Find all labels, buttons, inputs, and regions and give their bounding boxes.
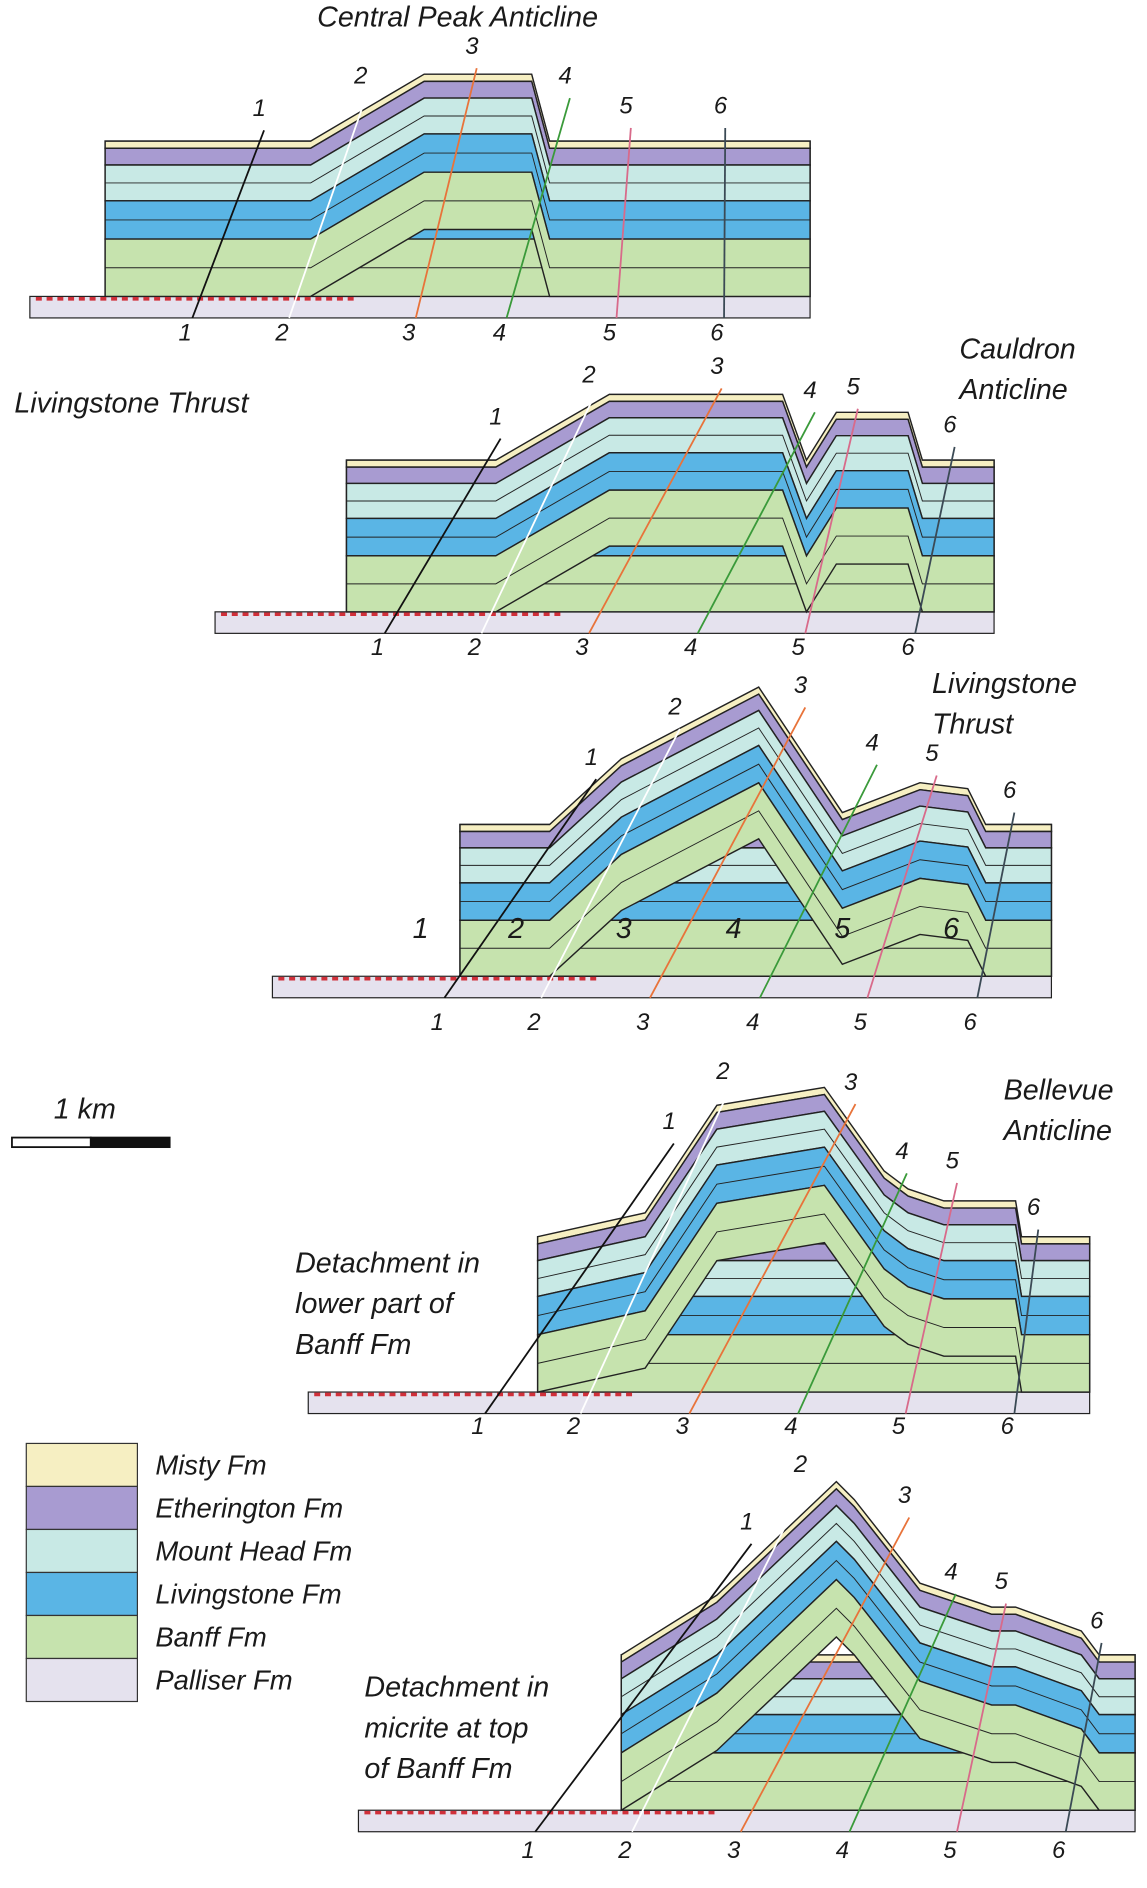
pin-label: 3 — [727, 1837, 741, 1864]
pin-label: 4 — [784, 1413, 797, 1440]
pin-label: 5 — [925, 740, 939, 767]
pin-label: 1 — [521, 1837, 534, 1864]
annotation: Detachment in — [295, 1248, 480, 1280]
section-title: Thrust — [932, 709, 1014, 741]
pin-label: 6 — [964, 1009, 978, 1036]
annotation: Banff Fm — [295, 1329, 411, 1361]
pin-label: 5 — [791, 634, 805, 661]
legend-swatch — [26, 1658, 137, 1701]
pin-label: 4 — [895, 1138, 908, 1165]
pin-label: 2 — [507, 913, 524, 945]
pin-label: 6 — [1052, 1837, 1066, 1864]
pin-label: 1 — [431, 1009, 444, 1036]
pin-label: 4 — [558, 63, 571, 90]
legend-label: Etherington Fm — [155, 1493, 343, 1524]
pin-label: 3 — [575, 634, 589, 661]
annotation: lower part of — [295, 1288, 456, 1320]
pin-label: 4 — [944, 1559, 957, 1586]
pin-label: 6 — [1027, 1194, 1041, 1221]
pin-label: 2 — [667, 694, 681, 721]
pin-label: 4 — [803, 377, 816, 404]
pin-label: 1 — [740, 1508, 753, 1535]
pin-label: 3 — [402, 320, 416, 347]
annotation: of Banff Fm — [364, 1753, 512, 1785]
figure: 1 1 2 2 3 3 4 4 5 5 6 6 Central Peak Anticline 1 1 2 2 3 3… — [0, 0, 1147, 1888]
legend-label: Mount Head Fm — [155, 1536, 352, 1567]
pin-label: 3 — [710, 353, 724, 380]
pin-label: 3 — [616, 913, 632, 945]
pin-label: 6 — [714, 93, 728, 120]
pin-label: 5 — [995, 1568, 1009, 1595]
section-title: Central Peak Anticline — [317, 1, 598, 33]
pin-label: 5 — [603, 320, 617, 347]
pin-line — [724, 128, 725, 318]
pin-label: 2 — [581, 361, 595, 388]
pin-label: 2 — [617, 1837, 631, 1864]
annotation: Detachment in — [364, 1672, 549, 1704]
pin-label: 3 — [844, 1069, 858, 1096]
scale-bar-black — [91, 1138, 170, 1148]
pin-label: 4 — [746, 1009, 759, 1036]
pin-label: 1 — [371, 634, 384, 661]
legend-swatch — [26, 1572, 137, 1615]
section-title: Bellevue — [1004, 1074, 1114, 1106]
pin-label: 1 — [489, 403, 502, 430]
pin-label: 1 — [585, 744, 598, 771]
pin-label: 4 — [493, 320, 506, 347]
pin-label: 2 — [526, 1009, 540, 1036]
pin-label: 4 — [836, 1837, 849, 1864]
pin-label: 2 — [715, 1058, 729, 1085]
pin-label: 3 — [794, 672, 808, 699]
pin-label: 5 — [834, 913, 850, 945]
section-label: Livingstone Thrust — [14, 387, 249, 419]
legend-swatch — [26, 1529, 137, 1572]
pin-label: 3 — [636, 1009, 650, 1036]
annotation: micrite at top — [364, 1712, 528, 1744]
pin-label: 6 — [710, 320, 724, 347]
pin-label: 3 — [676, 1413, 690, 1440]
scale-bar-white — [12, 1138, 91, 1148]
pin-label: 2 — [467, 634, 481, 661]
pin-label: 6 — [943, 913, 959, 945]
pin-label: 2 — [566, 1413, 580, 1440]
pin-label: 5 — [892, 1413, 906, 1440]
pin-label: 5 — [854, 1009, 868, 1036]
section-title: Anticline — [1002, 1115, 1112, 1147]
pin-label: 4 — [684, 634, 697, 661]
legend-swatch — [26, 1443, 137, 1486]
pin-label: 1 — [471, 1413, 484, 1440]
pin-label: 6 — [1090, 1608, 1104, 1635]
pin-label: 4 — [866, 729, 879, 756]
pin-label: 1 — [253, 95, 266, 122]
legend-label: Misty Fm — [155, 1449, 266, 1480]
pin-label: 2 — [274, 320, 288, 347]
section-title: Livingstone — [932, 668, 1077, 700]
pin-label: 5 — [943, 1837, 957, 1864]
pin-label: 1 — [179, 320, 192, 347]
section-title: Cauldron — [959, 334, 1075, 366]
legend-swatch — [26, 1615, 137, 1658]
pin-label: 2 — [353, 63, 367, 90]
legend-label: Palliser Fm — [155, 1665, 292, 1696]
pin-label: 6 — [1001, 1413, 1015, 1440]
pin-label: 6 — [1003, 777, 1017, 804]
pin-label: 4 — [726, 913, 742, 945]
pin-label: 1 — [662, 1108, 675, 1135]
pin-label: 5 — [946, 1148, 960, 1175]
pin-label: 3 — [898, 1482, 912, 1509]
legend-swatch — [26, 1486, 137, 1529]
legend-label: Banff Fm — [155, 1622, 266, 1653]
pin-label: 2 — [793, 1451, 807, 1478]
section-title: Anticline — [957, 374, 1067, 406]
pin-label: 5 — [846, 373, 860, 400]
pin-label: 1 — [413, 913, 429, 945]
pin-label: 3 — [465, 33, 479, 60]
pin-label: 6 — [943, 412, 957, 439]
pin-label: 6 — [901, 634, 915, 661]
scale-label: 1 km — [54, 1093, 116, 1125]
legend-label: Livingstone Fm — [155, 1579, 341, 1610]
pin-label: 5 — [619, 93, 633, 120]
